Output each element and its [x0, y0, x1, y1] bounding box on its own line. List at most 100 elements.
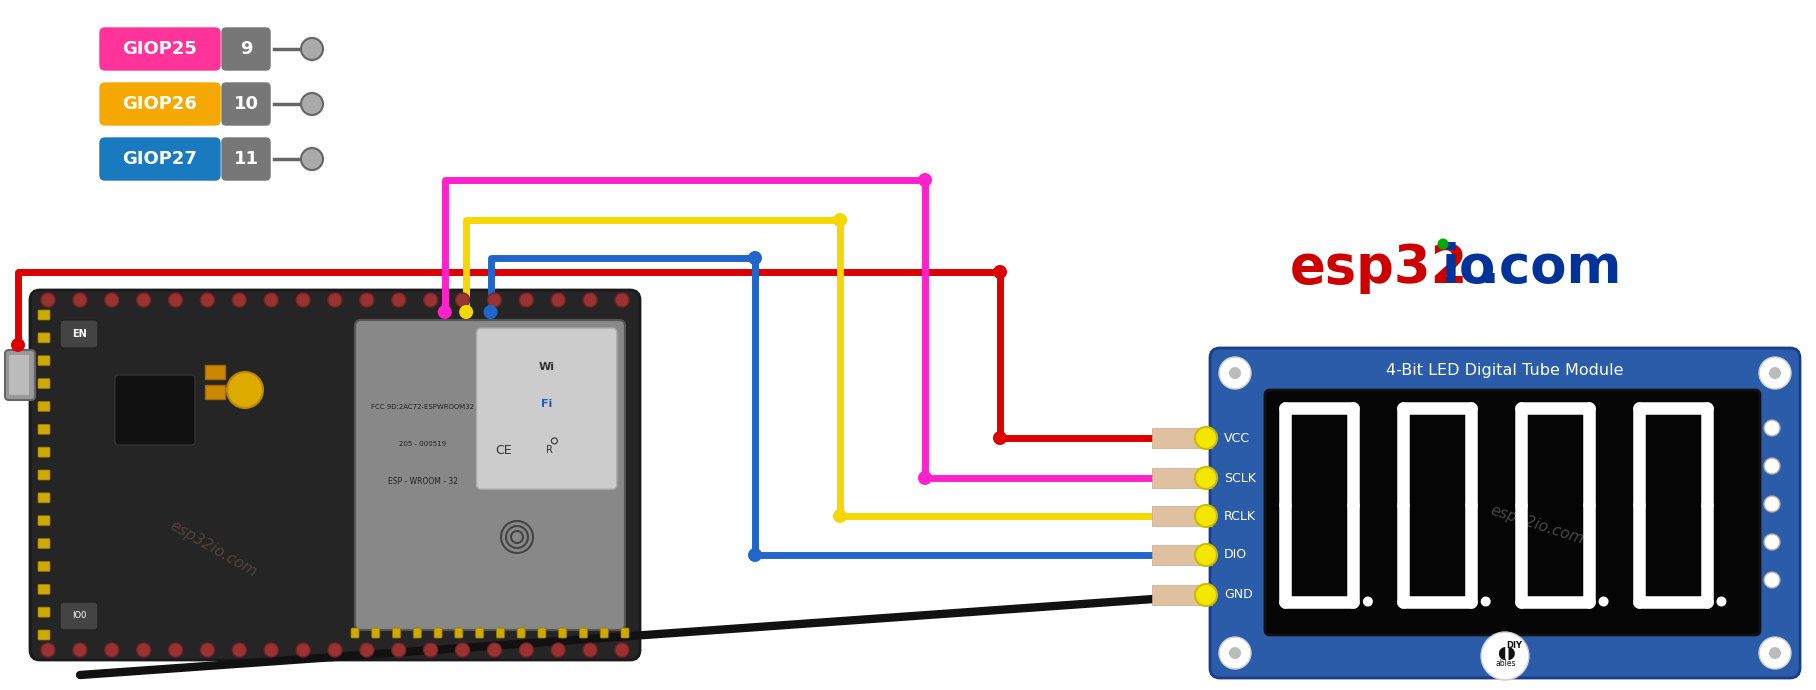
FancyBboxPatch shape — [496, 628, 505, 638]
Circle shape — [1195, 584, 1217, 606]
FancyBboxPatch shape — [38, 333, 51, 343]
FancyBboxPatch shape — [38, 630, 51, 640]
Circle shape — [1763, 572, 1780, 588]
Text: CE: CE — [496, 444, 512, 457]
Circle shape — [296, 293, 311, 307]
FancyBboxPatch shape — [579, 628, 587, 638]
Text: 4-Bit LED Digital Tube Module: 4-Bit LED Digital Tube Module — [1386, 362, 1624, 377]
FancyBboxPatch shape — [100, 28, 220, 70]
Circle shape — [459, 305, 474, 319]
FancyBboxPatch shape — [38, 607, 51, 617]
Circle shape — [993, 265, 1008, 279]
Text: ables: ables — [1496, 660, 1516, 669]
Circle shape — [360, 293, 374, 307]
Circle shape — [1195, 467, 1217, 489]
Circle shape — [136, 643, 151, 657]
Circle shape — [105, 293, 118, 307]
FancyBboxPatch shape — [1266, 390, 1760, 635]
Circle shape — [1760, 637, 1791, 669]
Text: Wi: Wi — [539, 362, 554, 371]
Circle shape — [1716, 597, 1727, 607]
Circle shape — [105, 643, 118, 657]
Circle shape — [456, 643, 470, 657]
FancyBboxPatch shape — [1209, 348, 1800, 678]
FancyBboxPatch shape — [38, 379, 51, 388]
FancyBboxPatch shape — [454, 628, 463, 638]
FancyBboxPatch shape — [372, 628, 380, 638]
Circle shape — [1195, 544, 1217, 566]
Circle shape — [616, 293, 628, 307]
Circle shape — [1763, 458, 1780, 474]
FancyBboxPatch shape — [31, 290, 639, 660]
Circle shape — [263, 293, 278, 307]
Circle shape — [423, 643, 438, 657]
FancyBboxPatch shape — [621, 628, 628, 638]
FancyBboxPatch shape — [38, 470, 51, 480]
Circle shape — [1362, 597, 1373, 607]
FancyBboxPatch shape — [38, 447, 51, 457]
Text: GIOP26: GIOP26 — [122, 95, 198, 113]
Circle shape — [73, 293, 87, 307]
Text: R: R — [547, 445, 552, 455]
FancyBboxPatch shape — [5, 350, 35, 400]
Bar — [1151, 506, 1211, 526]
Circle shape — [834, 509, 846, 523]
Circle shape — [748, 548, 763, 562]
Text: 205 - 000519: 205 - 000519 — [400, 441, 447, 447]
FancyBboxPatch shape — [392, 628, 401, 638]
Circle shape — [919, 173, 932, 187]
FancyBboxPatch shape — [222, 83, 271, 125]
Circle shape — [73, 643, 87, 657]
Circle shape — [392, 293, 405, 307]
Circle shape — [483, 305, 498, 319]
Circle shape — [301, 93, 323, 115]
Circle shape — [834, 213, 846, 227]
FancyBboxPatch shape — [38, 562, 51, 571]
FancyBboxPatch shape — [100, 83, 220, 125]
Circle shape — [1760, 357, 1791, 389]
Circle shape — [487, 293, 501, 307]
Circle shape — [1598, 597, 1609, 607]
Bar — [1151, 545, 1211, 565]
Text: 10: 10 — [234, 95, 258, 113]
Bar — [9, 355, 29, 395]
Circle shape — [200, 293, 214, 307]
Circle shape — [301, 38, 323, 60]
Text: esp32: esp32 — [1289, 242, 1469, 294]
Text: io: io — [1442, 242, 1496, 294]
Circle shape — [169, 643, 183, 657]
FancyBboxPatch shape — [114, 375, 194, 445]
Text: esp32io.com: esp32io.com — [1489, 502, 1585, 547]
Bar — [205, 385, 225, 399]
Text: esp32io.com: esp32io.com — [338, 328, 521, 451]
Circle shape — [519, 293, 534, 307]
Circle shape — [1763, 420, 1780, 436]
Circle shape — [232, 293, 247, 307]
FancyBboxPatch shape — [38, 515, 51, 526]
FancyBboxPatch shape — [38, 539, 51, 549]
FancyBboxPatch shape — [38, 310, 51, 320]
Text: esp32io.com: esp32io.com — [167, 518, 260, 580]
FancyBboxPatch shape — [354, 320, 625, 630]
FancyBboxPatch shape — [60, 602, 98, 630]
FancyBboxPatch shape — [414, 628, 421, 638]
Circle shape — [456, 293, 470, 307]
Text: .com: .com — [1480, 242, 1622, 294]
Circle shape — [136, 293, 151, 307]
Circle shape — [583, 293, 597, 307]
Circle shape — [227, 372, 263, 408]
FancyBboxPatch shape — [518, 628, 525, 638]
FancyBboxPatch shape — [601, 628, 608, 638]
Circle shape — [616, 643, 628, 657]
Circle shape — [1438, 239, 1449, 250]
FancyBboxPatch shape — [350, 628, 360, 638]
Circle shape — [1195, 505, 1217, 527]
Circle shape — [1229, 647, 1240, 659]
Bar — [1151, 468, 1211, 488]
Circle shape — [360, 643, 374, 657]
Circle shape — [200, 643, 214, 657]
Circle shape — [993, 431, 1008, 445]
Circle shape — [301, 148, 323, 170]
Text: ◗: ◗ — [1507, 644, 1515, 662]
Circle shape — [1219, 637, 1251, 669]
